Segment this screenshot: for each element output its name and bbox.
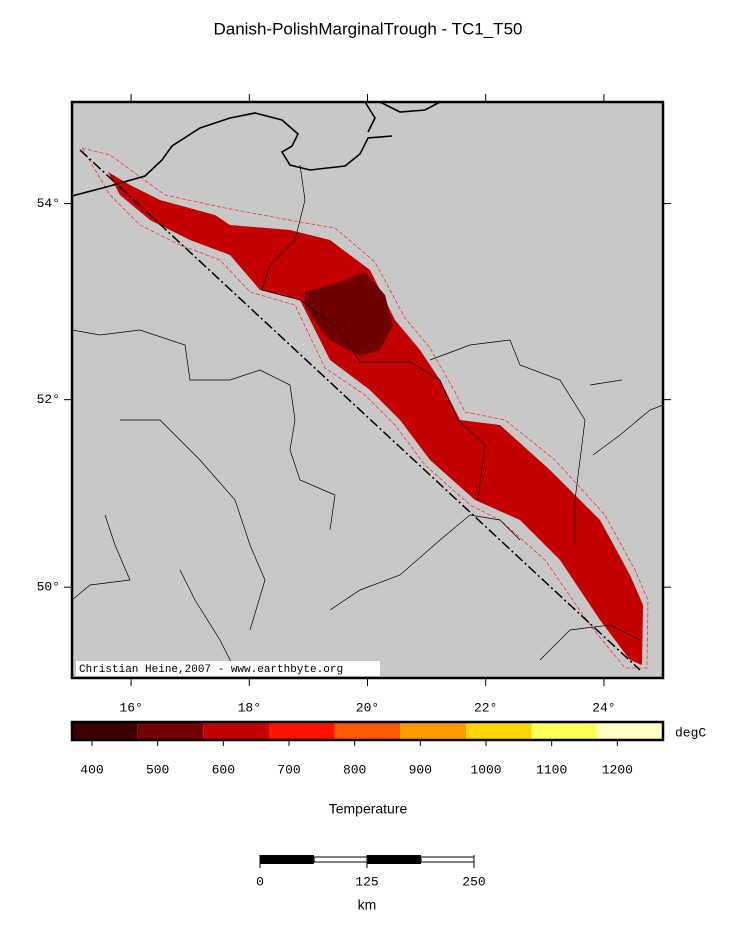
lon-tick-label: 18° xyxy=(238,700,261,715)
colorbar-unit: degC xyxy=(675,725,706,740)
colorbar-segment xyxy=(400,722,466,740)
colorbar-segment xyxy=(466,722,532,740)
lat-tick-label: 50° xyxy=(37,580,60,595)
colorbar-segment xyxy=(72,722,138,740)
colorbar-tick-label: 900 xyxy=(409,762,432,777)
scalebar-segment xyxy=(367,855,421,864)
title: Danish-PolishMarginalTrough - TC1_T50 xyxy=(214,19,523,38)
colorbar-segment xyxy=(203,722,269,740)
colorbar-tick-label: 1100 xyxy=(536,762,567,777)
scalebar-segment xyxy=(313,856,368,863)
trough xyxy=(108,172,643,665)
map: Christian Heine,2007 - www.earthbyte.org xyxy=(70,100,665,680)
lon-tick-label: 16° xyxy=(119,700,142,715)
colorbar-tick-label: 1000 xyxy=(470,762,501,777)
trough-core xyxy=(305,272,393,356)
scalebar-tick-label: 125 xyxy=(355,874,378,889)
colorbar-title: Temperature xyxy=(329,801,408,817)
lat-tick-label: 52° xyxy=(37,392,60,407)
scalebar-segment xyxy=(260,855,314,864)
scalebar-unit: km xyxy=(358,897,377,913)
colorbar-tick-label: 700 xyxy=(277,762,300,777)
credit-box xyxy=(76,661,380,676)
colorbar-segment xyxy=(597,722,663,740)
lon-tick-label: 24° xyxy=(592,700,615,715)
credit: Christian Heine,2007 - www.earthbyte.org xyxy=(79,664,343,676)
colorbar-tick-label: 600 xyxy=(212,762,235,777)
colorbar-segment xyxy=(269,722,335,740)
scalebar-tick-label: 0 xyxy=(256,874,264,889)
colorbar-segment xyxy=(137,722,204,740)
colorbar-frame xyxy=(70,720,665,742)
rivers xyxy=(71,164,664,671)
lon-tick-label: 22° xyxy=(474,700,497,715)
lat-tick-label: 54° xyxy=(37,196,60,211)
colorbar-segment xyxy=(334,722,401,740)
lon-tick-label: 20° xyxy=(356,700,379,715)
colorbar-tick-label: 800 xyxy=(343,762,366,777)
map-background xyxy=(72,102,663,678)
colorbar-segment xyxy=(531,722,598,740)
colorbar-tick-label: 500 xyxy=(146,762,169,777)
coastline xyxy=(71,101,441,197)
colorbar-tick-label: 400 xyxy=(80,762,103,777)
colorbar-tick-label: 1200 xyxy=(602,762,633,777)
trough-outline xyxy=(81,147,649,669)
scalebar-segment xyxy=(420,856,475,863)
scalebar-tick-label: 250 xyxy=(462,874,485,889)
section-line xyxy=(79,149,641,671)
